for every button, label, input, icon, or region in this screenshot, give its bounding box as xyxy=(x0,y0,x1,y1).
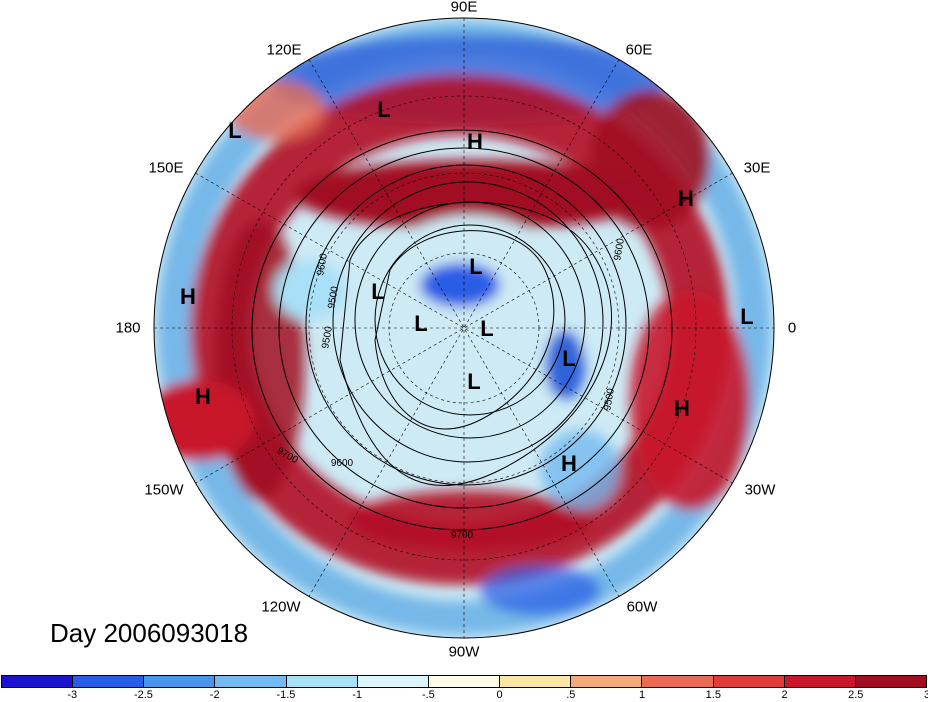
lon-label-90e: 90E xyxy=(450,0,478,16)
lon-label-180: 180 xyxy=(115,319,141,337)
colorbar-swatch xyxy=(144,676,216,687)
high-pressure-label: H xyxy=(561,451,577,476)
low-pressure-label: L xyxy=(377,97,390,122)
colorbar-swatch xyxy=(500,676,572,687)
contour-value-label: 9600 xyxy=(315,252,330,276)
low-pressure-label: L xyxy=(562,346,575,371)
colorbar-tick-label: 0 xyxy=(496,689,503,701)
low-pressure-label: L xyxy=(469,254,482,279)
colorbar-swatch xyxy=(428,676,501,687)
colorbar-tick-label: .5 xyxy=(566,689,576,701)
low-pressure-label: L xyxy=(467,369,480,394)
lon-label-120e: 120E xyxy=(266,41,302,59)
contour-value-label: 9500 xyxy=(326,285,341,309)
lon-label-120w: 120W xyxy=(261,598,301,616)
lon-label-30w: 30W xyxy=(744,481,776,499)
lon-label-60e: 60E xyxy=(625,41,653,59)
colorbar-swatch xyxy=(713,676,785,687)
anomaly-field xyxy=(154,18,774,638)
lon-label-150e: 150E xyxy=(148,159,184,177)
colorbar xyxy=(1,675,927,688)
high-pressure-label: H xyxy=(678,186,694,211)
colorbar-tick-label: -1 xyxy=(352,689,363,701)
colorbar-tick-label: 1.5 xyxy=(705,689,721,701)
lon-label-60w: 60W xyxy=(626,598,658,616)
contour-value-label: 9600 xyxy=(612,237,627,261)
contour-value-label: 9500 xyxy=(602,387,617,411)
map-boundary xyxy=(153,17,775,639)
colorbar-swatch xyxy=(855,676,927,687)
polar-map: H H H H H H L L L L L L L L L 9500 9500 9500 9600 9600 9600… xyxy=(153,17,775,639)
lon-label-30e: 30E xyxy=(743,159,771,177)
colorbar-tick-label: 2 xyxy=(781,689,788,701)
colorbar-tick-label: -2 xyxy=(209,689,220,701)
colorbar-swatch xyxy=(357,676,429,687)
colorbar-swatch xyxy=(571,676,643,687)
graticule xyxy=(154,18,774,638)
colorbar-tick-label: -2.5 xyxy=(133,689,153,701)
contour-value-label: 9500 xyxy=(320,325,335,349)
lon-label-90w: 90W xyxy=(448,643,480,661)
lon-label-150w: 150W xyxy=(144,481,184,499)
colorbar-tick-label: -3 xyxy=(67,689,78,701)
high-pressure-label: H xyxy=(467,129,483,154)
colorbar-swatch xyxy=(73,676,145,687)
colorbar-tick-label: 2.5 xyxy=(848,689,864,701)
colorbar-tick-label: -1.5 xyxy=(276,689,296,701)
colorbar-swatch xyxy=(286,676,358,687)
colorbar-swatch xyxy=(2,676,74,687)
low-pressure-label: L xyxy=(480,316,493,341)
colorbar-tick-label: 1 xyxy=(639,689,646,701)
colorbar-swatch xyxy=(642,676,714,687)
low-pressure-label: L xyxy=(371,279,384,304)
high-pressure-label: H xyxy=(180,284,196,309)
high-pressure-label: H xyxy=(674,396,690,421)
low-pressure-label: L xyxy=(414,311,427,336)
lon-label-0: 0 xyxy=(787,319,797,337)
pressure-center-labels: H H H H H H L L L L L L L L L xyxy=(180,97,754,476)
date-title: Day 2006093018 xyxy=(50,618,249,648)
colorbar-tick-label: 3 xyxy=(923,689,928,701)
colorbar-swatch xyxy=(215,676,287,687)
contour-value-label: 9700 xyxy=(451,530,474,541)
colorbar-tick-label: -.5 xyxy=(421,689,435,701)
contour-value-label: 9600 xyxy=(331,458,354,469)
low-pressure-label: L xyxy=(740,304,753,329)
low-pressure-label: L xyxy=(228,118,241,143)
colorbar-swatch xyxy=(784,676,856,687)
high-pressure-label: H xyxy=(195,384,211,409)
